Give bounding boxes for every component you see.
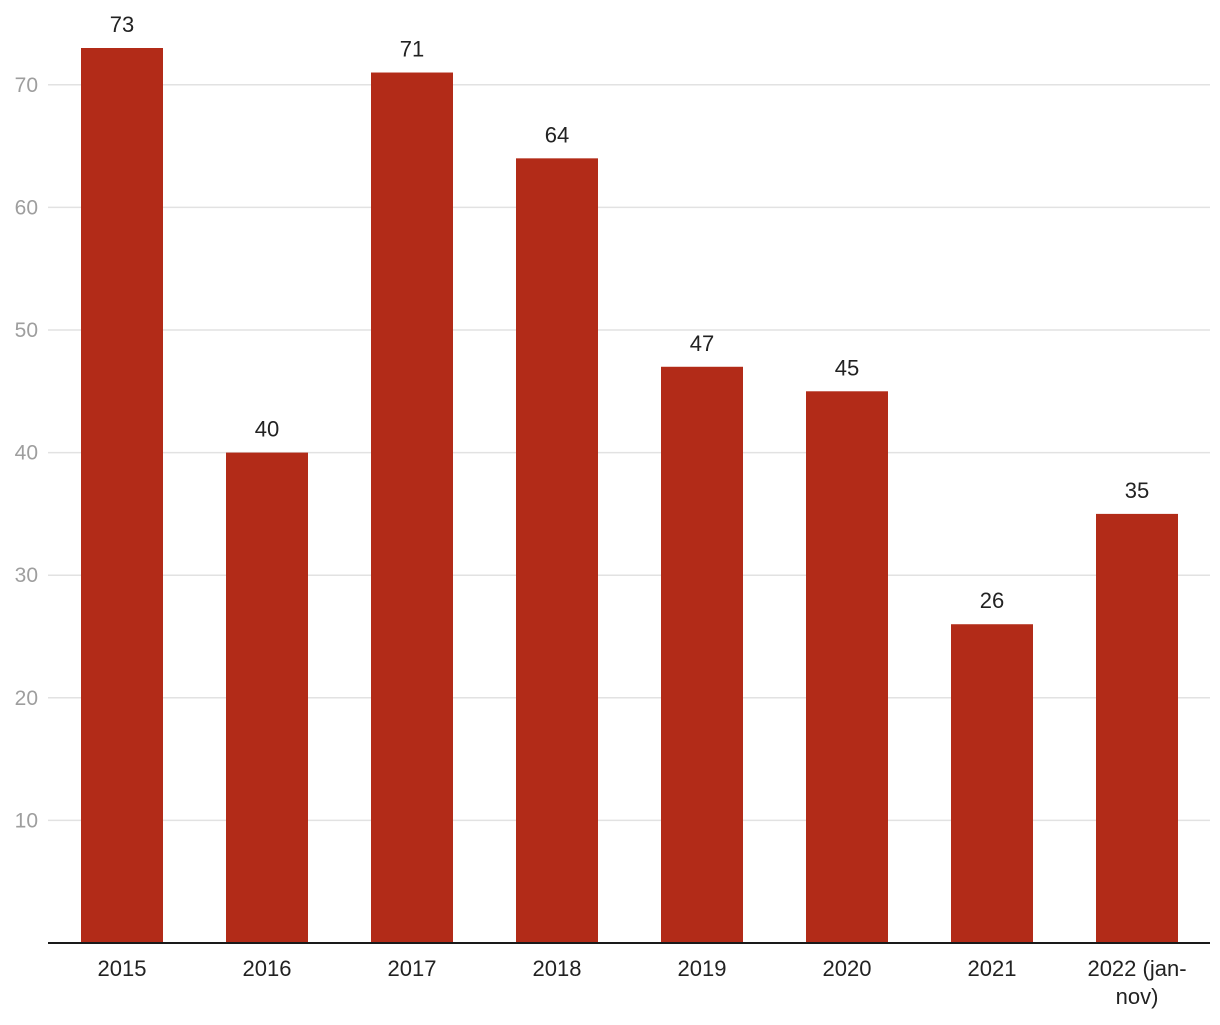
data-label: 64 [545, 122, 569, 147]
y-tick-label: 60 [15, 196, 38, 219]
gridlines [48, 84, 1210, 822]
x-tick-label: 2017 [388, 956, 437, 981]
x-tick-label-line: 2015 [98, 956, 147, 981]
x-tick-label-line: nov) [1116, 984, 1159, 1009]
bar-2020 [806, 391, 888, 943]
y-tick-label: 20 [15, 687, 38, 710]
x-tick-label-line: 2018 [533, 956, 582, 981]
x-tick-label: 2018 [533, 956, 582, 981]
y-tick-label: 50 [15, 319, 38, 342]
x-tick-label-line: 2021 [968, 956, 1017, 981]
bar-2017 [371, 72, 453, 943]
data-label: 26 [980, 588, 1004, 613]
bar-2021 [951, 624, 1033, 943]
x-tick-label-line: 2017 [388, 956, 437, 981]
y-tick-label: 40 [15, 442, 38, 465]
data-label: 45 [835, 355, 859, 380]
y-tick-label: 10 [15, 809, 38, 832]
data-label: 47 [690, 331, 714, 356]
x-tick-label: 2016 [243, 956, 292, 981]
data-label: 35 [1125, 478, 1149, 503]
data-labels: 73 40 71 64 47 45 26 35 [110, 12, 1149, 613]
data-label: 71 [400, 37, 424, 62]
bars [81, 48, 1178, 944]
x-axis-ticks: 2015 2016 2017 2018 2019 2020 2021 2022 (jan-no… [98, 956, 1187, 1009]
y-axis-ticks: 10 20 30 40 50 60 70 [15, 74, 38, 833]
x-tick-label-line: 2019 [678, 956, 727, 981]
x-tick-label-line: 2022 (jan- [1087, 956, 1186, 981]
y-tick-label: 30 [15, 564, 38, 587]
bar-2015 [81, 48, 163, 943]
x-tick-label: 2019 [678, 956, 727, 981]
x-tick-label: 2020 [823, 956, 872, 981]
x-tick-label-line: 2016 [243, 956, 292, 981]
x-tick-label: 2015 [98, 956, 147, 981]
x-tick-label: 2021 [968, 956, 1017, 981]
bar-2022 [1096, 513, 1178, 943]
bar-2019 [661, 366, 743, 944]
data-label: 73 [110, 12, 134, 37]
y-tick-label: 70 [15, 74, 38, 97]
bar-2016 [226, 452, 308, 943]
data-label: 40 [255, 417, 279, 442]
x-tick-label: 2022 (jan-nov) [1087, 956, 1186, 1009]
bar-2018 [516, 158, 598, 943]
x-tick-label-line: 2020 [823, 956, 872, 981]
